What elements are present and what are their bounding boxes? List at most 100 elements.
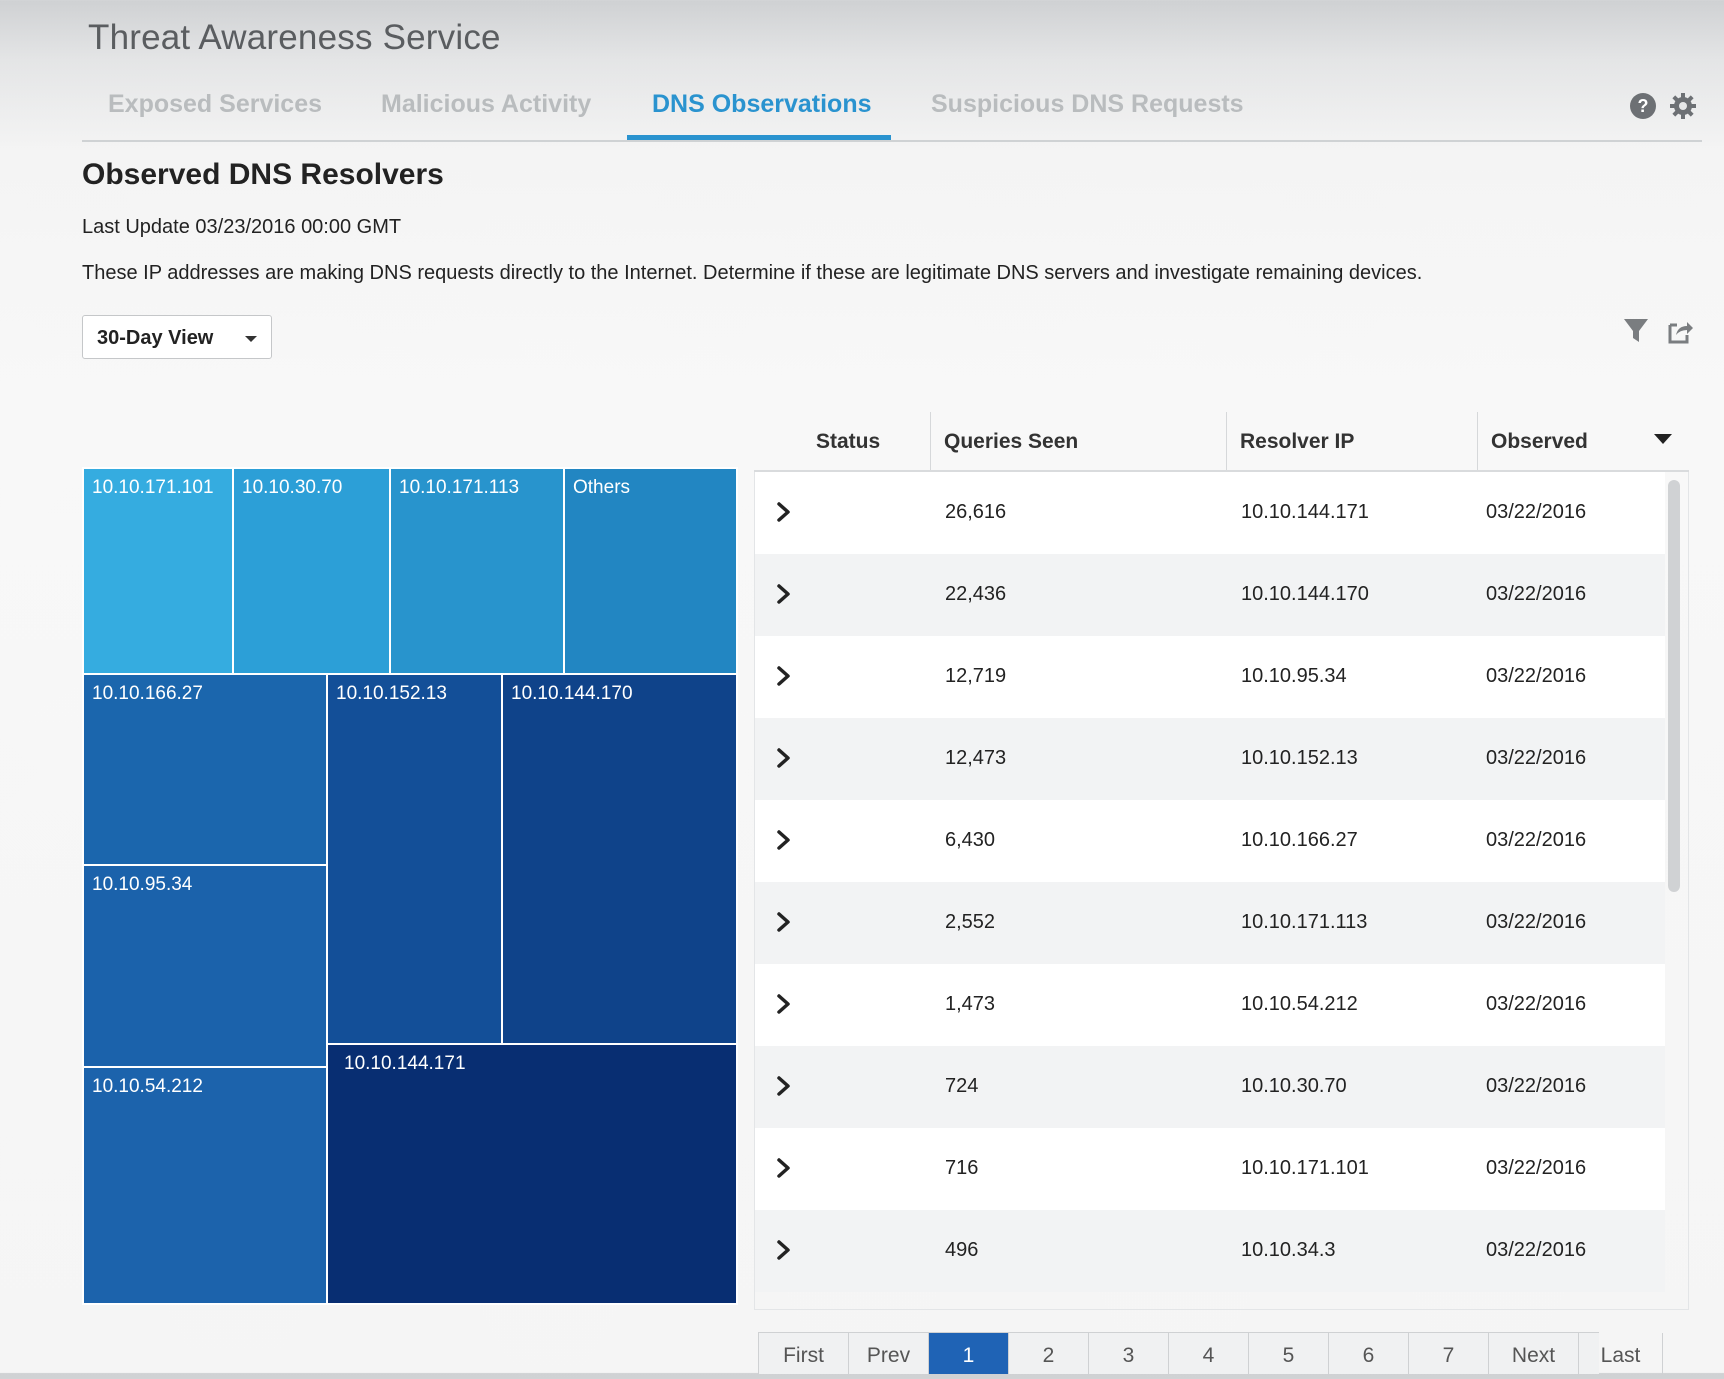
expand-row-chevron-icon[interactable] <box>775 829 793 851</box>
treemap-cell-label: 10.10.166.27 <box>92 683 203 704</box>
gear-icon[interactable] <box>1669 92 1697 120</box>
table-row[interactable]: 724 10.10.30.70 03/22/2016 <box>755 1046 1665 1128</box>
pagination-page-7-button[interactable]: 7 <box>1409 1333 1489 1374</box>
filter-icon[interactable] <box>1622 316 1650 346</box>
tab-malicious-activity[interactable]: Malicious Activity <box>381 90 592 118</box>
expand-row-chevron-icon[interactable] <box>775 583 793 605</box>
expand-row-chevron-icon[interactable] <box>775 747 793 769</box>
export-icon[interactable] <box>1666 316 1694 346</box>
treemap-cell-label: 10.10.30.70 <box>242 477 343 498</box>
tab-suspicious-dns-requests[interactable]: Suspicious DNS Requests <box>931 90 1244 118</box>
resolver-ip-cell: 10.10.166.27 <box>1241 829 1358 851</box>
treemap-cell-label: 10.10.144.170 <box>511 683 633 704</box>
treemap-cell[interactable]: 10.10.144.170 <box>501 673 738 1045</box>
tab-dns-observations[interactable]: DNS Observations <box>652 90 872 118</box>
treemap-cell[interactable]: 10.10.54.212 <box>82 1066 328 1305</box>
app-title: Threat Awareness Service <box>88 18 501 57</box>
expand-row-chevron-icon[interactable] <box>775 1157 793 1179</box>
table-row[interactable]: 6,430 10.10.166.27 03/22/2016 <box>755 800 1665 882</box>
dns-resolver-treemap: 10.10.171.101 10.10.30.70 10.10.171.113 … <box>82 467 738 1305</box>
table-scrollbar[interactable] <box>1668 480 1680 892</box>
pagination-page-1-button[interactable]: 1 <box>929 1333 1009 1374</box>
treemap-cell-label: 10.10.54.212 <box>92 1076 203 1097</box>
treemap-cell[interactable]: 10.10.171.101 <box>82 467 234 675</box>
table-row[interactable]: 496 10.10.34.3 03/22/2016 <box>755 1210 1665 1292</box>
observed-date-cell: 03/22/2016 <box>1486 1075 1587 1097</box>
table-row[interactable]: 12,473 10.10.152.13 03/22/2016 <box>755 718 1665 800</box>
expand-row-chevron-icon[interactable] <box>775 911 793 933</box>
expand-row-chevron-icon[interactable] <box>775 1239 793 1261</box>
treemap-cell[interactable]: Others <box>563 467 738 675</box>
treemap-cell[interactable]: 10.10.30.70 <box>232 467 391 675</box>
column-divider <box>930 412 931 470</box>
column-header-status[interactable]: Status <box>816 430 881 453</box>
treemap-cell[interactable]: 10.10.95.34 <box>82 864 328 1068</box>
treemap-cell[interactable]: 10.10.171.113 <box>389 467 565 675</box>
pagination-page-5-button[interactable]: 5 <box>1249 1333 1329 1374</box>
resolver-ip-cell: 10.10.95.34 <box>1241 665 1347 687</box>
queries-seen-cell: 1,473 <box>945 993 996 1015</box>
queries-seen-cell: 26,616 <box>945 501 1007 523</box>
table-header: Status Queries Seen Resolver IP Observed <box>754 410 1689 472</box>
active-tab-indicator <box>627 135 891 140</box>
sort-descending-icon[interactable] <box>1654 434 1672 444</box>
table-row[interactable]: 1,473 10.10.54.212 03/22/2016 <box>755 964 1665 1046</box>
tab-exposed-services[interactable]: Exposed Services <box>108 90 323 118</box>
observed-date-cell: 03/22/2016 <box>1486 665 1587 687</box>
expand-row-chevron-icon[interactable] <box>775 993 793 1015</box>
view-range-value: 30-Day View <box>97 327 214 349</box>
column-header-observed[interactable]: Observed <box>1491 430 1588 453</box>
pagination-page-2-button[interactable]: 2 <box>1009 1333 1089 1374</box>
queries-seen-cell: 22,436 <box>945 583 1007 605</box>
pagination-prev-button[interactable]: Prev <box>849 1333 929 1374</box>
pagination-page-6-button[interactable]: 6 <box>1329 1333 1409 1374</box>
treemap-cell[interactable]: 10.10.152.13 <box>326 673 503 1045</box>
expand-row-chevron-icon[interactable] <box>775 1075 793 1097</box>
observed-date-cell: 03/22/2016 <box>1486 1239 1587 1261</box>
observed-date-cell: 03/22/2016 <box>1486 747 1587 769</box>
table-row[interactable]: 12,719 10.10.95.34 03/22/2016 <box>755 636 1665 718</box>
queries-seen-cell: 716 <box>945 1157 979 1179</box>
chevron-down-icon <box>245 336 257 342</box>
treemap-cell-label: 10.10.144.171 <box>344 1053 466 1074</box>
treemap-cell-label: 10.10.171.101 <box>92 477 214 498</box>
resolver-ip-cell: 10.10.144.170 <box>1241 583 1369 605</box>
resolver-ip-cell: 10.10.171.113 <box>1241 911 1368 933</box>
treemap-cell-label: 10.10.95.34 <box>92 874 193 895</box>
treemap-cell-label: 10.10.171.113 <box>399 477 520 498</box>
table-body: 496 10.10.34.3 03/22/2016 716 10.10.171.101 0… <box>754 472 1689 1310</box>
resolver-table: Status Queries Seen Resolver IP Observed… <box>754 410 1689 1310</box>
column-header-queries-seen[interactable]: Queries Seen <box>944 430 1079 453</box>
page-description: These IP addresses are making DNS reques… <box>82 262 1423 284</box>
pagination-last-button[interactable]: Last <box>1579 1333 1663 1374</box>
pagination-next-button[interactable]: Next <box>1489 1333 1579 1374</box>
expand-row-chevron-icon[interactable] <box>775 665 793 687</box>
queries-seen-cell: 12,719 <box>945 665 1007 687</box>
observed-date-cell: 03/22/2016 <box>1486 1157 1587 1179</box>
column-divider <box>1477 412 1478 470</box>
table-row[interactable]: 2,552 10.10.171.113 03/22/2016 <box>755 882 1665 964</box>
pagination-page-3-button[interactable]: 3 <box>1089 1333 1169 1374</box>
resolver-ip-cell: 10.10.152.13 <box>1241 747 1358 769</box>
treemap-cell[interactable]: 10.10.144.171 <box>326 1043 738 1305</box>
help-icon[interactable]: ? <box>1629 92 1657 120</box>
expand-row-chevron-icon[interactable] <box>775 501 793 523</box>
view-range-select[interactable]: 30-Day View <box>82 315 272 359</box>
table-row[interactable]: 22,436 10.10.144.170 03/22/2016 <box>755 554 1665 636</box>
treemap-cell[interactable]: 10.10.166.27 <box>82 673 328 866</box>
resolver-ip-cell: 10.10.54.212 <box>1241 993 1358 1015</box>
queries-seen-cell: 12,473 <box>945 747 1007 769</box>
pagination-page-4-button[interactable]: 4 <box>1169 1333 1249 1374</box>
table-row[interactable]: 26,616 10.10.144.171 03/22/2016 <box>755 472 1665 554</box>
queries-seen-cell: 724 <box>945 1075 979 1097</box>
resolver-ip-cell: 10.10.30.70 <box>1241 1075 1347 1097</box>
pagination-first-button[interactable]: First <box>759 1333 849 1374</box>
column-divider <box>1226 412 1227 470</box>
resolver-ip-cell: 10.10.34.3 <box>1241 1239 1336 1261</box>
tab-bar: Exposed Services Malicious Activity DNS … <box>82 80 1702 142</box>
page-title: Observed DNS Resolvers <box>82 158 444 191</box>
column-header-resolver-ip[interactable]: Resolver IP <box>1240 430 1355 453</box>
last-update-text: Last Update 03/23/2016 00:00 GMT <box>82 216 402 238</box>
table-row[interactable]: 716 10.10.171.101 03/22/2016 <box>755 1128 1665 1210</box>
resolver-ip-cell: 10.10.144.171 <box>1241 501 1369 523</box>
